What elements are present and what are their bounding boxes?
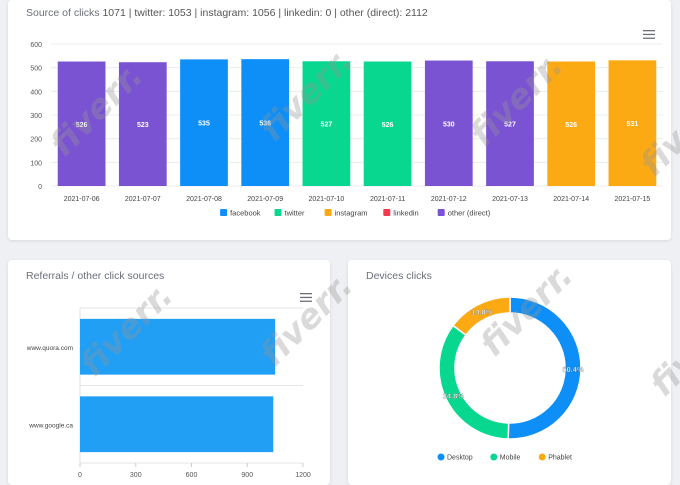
legend-label: twitter xyxy=(285,209,306,218)
legend-label: Desktop xyxy=(447,455,473,462)
hbar[interactable] xyxy=(80,396,274,453)
bar-value-label: 527 xyxy=(321,122,333,129)
x-tick-label: 2021-07-13 xyxy=(492,196,528,203)
legend-label: other (direct) xyxy=(448,209,491,218)
x-tick-label: 2021-07-07 xyxy=(125,196,161,203)
bar[interactable] xyxy=(608,60,657,186)
devices-card: Devices clicks 50.4% 34.8% 14.8% Desktop Mob… xyxy=(348,260,671,485)
bar-value-label: 531 xyxy=(627,121,639,128)
title-count-3: linkedin: 0 | xyxy=(284,7,340,19)
legend-dot xyxy=(490,453,498,461)
referrals-hbar-chart: 0 300 600 900 1200 www.quora.com www.google.ca xyxy=(26,307,311,479)
title-count-1: twitter: 1053 | xyxy=(134,7,201,19)
legend-label: Mobile xyxy=(500,455,521,462)
title-prefix: Source of clicks xyxy=(26,7,100,19)
legend-swatch xyxy=(274,209,282,216)
donut-slice-label: 50.4% xyxy=(562,365,584,374)
x-tick-label: 2021-07-10 xyxy=(308,196,344,203)
x-tick-label: 600 xyxy=(186,472,198,479)
hamburger-menu-icon[interactable] xyxy=(643,30,655,39)
x-tick-label: 2021-07-08 xyxy=(186,196,222,203)
legend-item-desktop[interactable]: Desktop xyxy=(437,453,473,462)
legend-label: instagram xyxy=(335,209,368,218)
devices-title: Devices clicks xyxy=(366,270,432,282)
donut-slice-label: 34.8% xyxy=(443,392,465,401)
title-count-2: instagram: 1056 | xyxy=(200,7,284,19)
donut-slice-mobile[interactable] xyxy=(438,324,510,440)
x-tick-label: 2021-07-12 xyxy=(431,196,467,203)
x-tick-label: 2021-07-15 xyxy=(614,196,650,203)
devices-donut-chart: 50.4% 34.8% 14.8% Desktop Mobile Phablet xyxy=(437,296,584,462)
bar-value-label: 523 xyxy=(137,122,149,129)
bar-value-label: 535 xyxy=(198,121,210,128)
x-tick-label: 2021-07-06 xyxy=(64,196,100,203)
y-tick-label: 0 xyxy=(38,184,42,191)
bar-value-label: 536 xyxy=(259,121,271,128)
hbar[interactable] xyxy=(80,318,276,375)
clicks-bar-chart: 0 100 200 300 400 500 600 526 2021-07-06 523 2021-… xyxy=(30,42,663,218)
legend-dot xyxy=(437,453,445,461)
x-tick-label: 1200 xyxy=(295,472,311,479)
y-tick-label: 300 xyxy=(30,113,42,120)
bar-value-label: 526 xyxy=(565,122,577,129)
y-tick-label: 600 xyxy=(30,42,42,49)
bar[interactable] xyxy=(424,60,473,186)
bar[interactable] xyxy=(486,61,534,186)
legend-item-phablet[interactable]: Phablet xyxy=(538,453,572,462)
title-count-0: 1071 | xyxy=(102,7,135,19)
title-count-4: other (direct): 2112 xyxy=(339,7,428,19)
bar-value-label: 526 xyxy=(382,122,394,129)
donut-slice-label: 14.8% xyxy=(471,308,493,317)
legend-item-other[interactable]: other (direct) xyxy=(437,209,491,218)
bar-value-label: 526 xyxy=(76,122,88,129)
x-tick-label: 300 xyxy=(130,472,142,479)
legend-label: Phablet xyxy=(548,455,572,462)
x-tick-label: 2021-07-09 xyxy=(247,196,283,203)
y-category-label: www.google.ca xyxy=(28,422,73,429)
bar-value-label: 530 xyxy=(443,121,455,128)
y-tick-label: 500 xyxy=(30,66,42,73)
legend-swatch xyxy=(437,209,445,216)
bar[interactable] xyxy=(547,61,596,186)
donut-slice-phablet[interactable] xyxy=(452,296,511,337)
hamburger-menu-icon[interactable] xyxy=(300,293,312,302)
title-counts: 1071 | twitter: 1053 | instagram: 1056 |… xyxy=(102,7,427,19)
legend-swatch xyxy=(220,209,228,216)
source-of-clicks-card: Source of clicks 1071 | twitter: 1053 | … xyxy=(8,0,671,240)
x-tick-label: 2021-07-14 xyxy=(553,196,589,203)
bar[interactable] xyxy=(180,59,228,187)
bar[interactable] xyxy=(57,61,106,186)
legend-item-mobile[interactable]: Mobile xyxy=(490,453,521,462)
bar[interactable] xyxy=(363,61,412,186)
legend-item-instagram[interactable]: instagram xyxy=(324,209,368,218)
legend-swatch xyxy=(383,209,391,216)
referrals-title: Referrals / other click sources xyxy=(26,270,165,282)
bar[interactable] xyxy=(302,61,351,186)
legend-swatch xyxy=(324,209,332,216)
bar-value-label: 527 xyxy=(504,122,516,129)
bar[interactable] xyxy=(118,62,167,187)
legend-item-twitter[interactable]: twitter xyxy=(274,209,306,218)
legend-item-facebook[interactable]: facebook xyxy=(220,209,261,218)
referrals-card: Referrals / other click sources 0 300 600 9… xyxy=(8,260,330,485)
bar[interactable] xyxy=(241,59,290,186)
legend-dot xyxy=(538,453,546,461)
legend-label: facebook xyxy=(230,209,261,218)
y-category-label: www.quora.com xyxy=(26,345,73,352)
y-tick-label: 200 xyxy=(30,137,42,144)
legend-item-linkedin[interactable]: linkedin xyxy=(383,209,419,218)
y-tick-label: 100 xyxy=(30,160,42,167)
x-tick-label: 2021-07-11 xyxy=(370,196,405,203)
source-of-clicks-title: Source of clicks 1071 | twitter: 1053 | … xyxy=(26,7,428,19)
y-tick-label: 400 xyxy=(30,89,42,96)
x-tick-label: 900 xyxy=(241,472,253,479)
legend-label: linkedin xyxy=(393,209,418,218)
x-tick-label: 0 xyxy=(78,472,82,479)
